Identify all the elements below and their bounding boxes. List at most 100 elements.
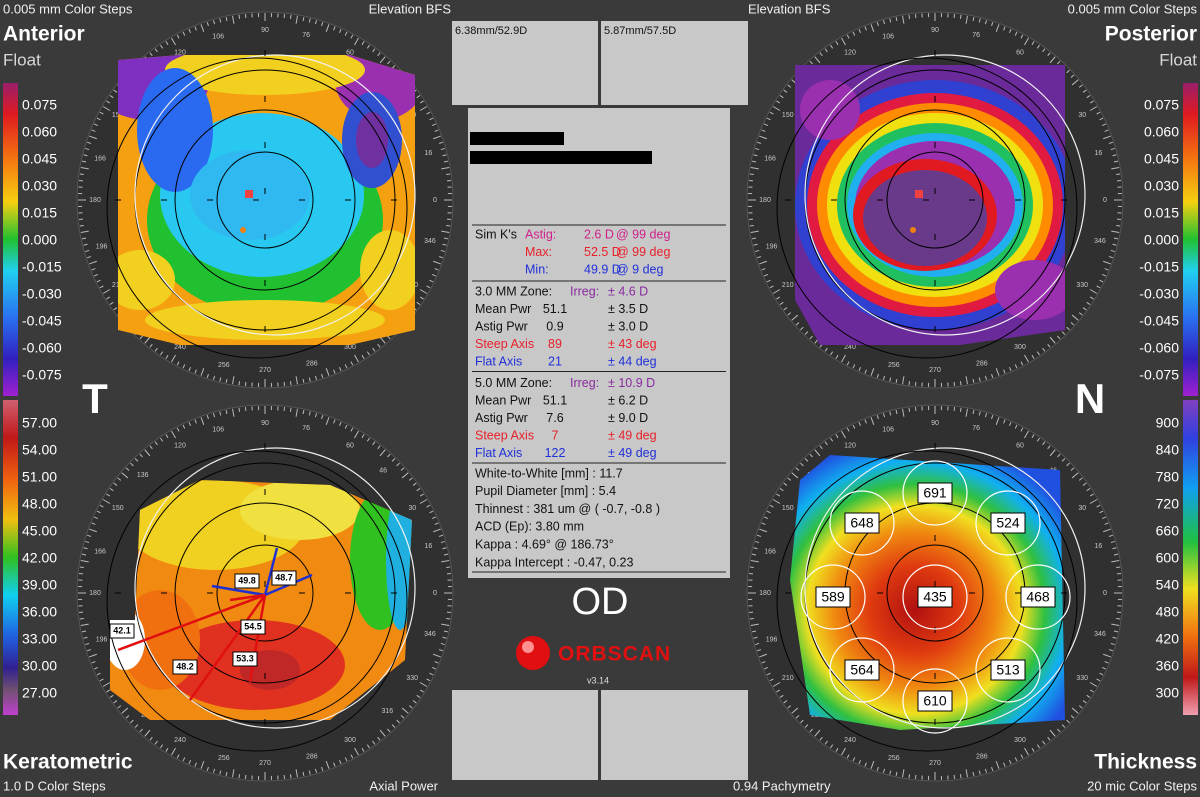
dial-tick [1104, 522, 1109, 525]
dial-tick [858, 759, 862, 765]
dial-tick [86, 534, 92, 537]
dial-tick [972, 378, 975, 384]
scale-label: 0.000 [22, 232, 57, 248]
pachy-box [1020, 586, 1056, 608]
dial-tick [295, 15, 298, 24]
dial-tick [361, 354, 365, 359]
dial-tick [1070, 74, 1075, 78]
dial-tick [350, 361, 354, 366]
pachy-value: 648 [850, 515, 874, 531]
dial-tick [902, 15, 905, 24]
kera-label: 48.2 [176, 661, 194, 671]
dial-tick [991, 766, 994, 772]
dial-tick [333, 369, 336, 374]
dial-tick [188, 759, 192, 765]
dial-tick [419, 689, 424, 693]
scale-label: 48.00 [22, 496, 57, 512]
degree-label: 180 [759, 590, 771, 597]
dial-tick [1082, 89, 1087, 93]
dial-tick [835, 354, 839, 359]
dial-tick [419, 499, 428, 504]
dial-tick [1099, 510, 1104, 514]
degree-label: 180 [89, 197, 101, 204]
dial-tick [80, 560, 89, 563]
dial-tick [96, 279, 101, 283]
dial-tick [219, 18, 222, 23]
dial-tick [809, 60, 813, 65]
info-panel [468, 108, 730, 578]
dial-tick [959, 774, 962, 779]
degree-label: 76 [302, 425, 310, 432]
dial-tick [1112, 636, 1117, 639]
degree-label: 300 [1014, 344, 1026, 351]
dial-tick [354, 37, 359, 46]
degree-label: 166 [764, 156, 776, 163]
dial-tick [1104, 129, 1109, 132]
dial-tick [379, 449, 386, 457]
degree-label: 76 [972, 425, 980, 432]
dial-tick [1078, 705, 1083, 709]
zone-ring [106, 57, 408, 359]
dial-tick [761, 268, 766, 271]
degree-label: 120 [844, 443, 856, 450]
dial-tick [366, 744, 370, 749]
degree-label: 270 [929, 760, 941, 767]
dial-tick [160, 437, 164, 442]
dial-tick [787, 705, 792, 709]
dial-tick [1008, 366, 1012, 372]
scale-label: 45.00 [22, 523, 57, 539]
dial-tick [1113, 237, 1119, 240]
info-text: 52.5 D [584, 245, 621, 259]
dial-tick [446, 173, 451, 176]
kera-label: 48.7 [275, 572, 293, 582]
degree-label: 240 [174, 737, 186, 744]
dial-tick [441, 560, 450, 563]
scale-label: 840 [1156, 442, 1180, 458]
dial-tick [1111, 230, 1120, 233]
dial-tick [978, 411, 981, 416]
logo-text: ORBSCAN [558, 643, 671, 666]
dial-tick [429, 672, 434, 676]
dial-tick [366, 44, 370, 49]
scale-label: 0.060 [22, 124, 57, 140]
dial-tick [995, 24, 1000, 32]
info-text: Astig: [525, 227, 556, 241]
dial-tick [85, 540, 90, 544]
dial-tick [814, 729, 821, 737]
scale-label: 30.00 [22, 658, 57, 674]
mode: Axial Power [369, 778, 438, 793]
dial-tick [763, 666, 769, 670]
dial-tick [149, 445, 153, 450]
dial-tick [852, 757, 856, 762]
dial-tick [366, 351, 370, 356]
pachy-zone [800, 564, 866, 630]
map-region [356, 112, 388, 168]
degree-label: 120 [174, 443, 186, 450]
info-text: 51.1 [543, 393, 567, 407]
dial-tick [225, 378, 228, 384]
dial-tick [902, 769, 905, 778]
map-title: Keratometric [3, 751, 133, 774]
dial-tick [751, 237, 757, 240]
degree-label: 76 [302, 32, 310, 39]
overlay: 49.8 48.7 54.5 53.3 48.2 42.1 691 648 524 589 435 4… [106, 50, 1086, 752]
pachy-zone [1005, 564, 1071, 630]
dial-tick [144, 336, 151, 344]
dial-tick [106, 296, 111, 300]
dial-tick [80, 623, 89, 626]
dial-tick [1101, 123, 1107, 127]
dial-tick [212, 20, 216, 25]
dial-tick [1020, 361, 1024, 366]
dial-tick [895, 771, 898, 777]
dial-tick [819, 445, 823, 450]
dial-tick [400, 715, 405, 719]
scale-label: -0.015 [22, 259, 62, 275]
dial-tick [109, 95, 114, 99]
dial-tick [206, 766, 209, 772]
pachy-zone [902, 564, 968, 630]
dial-tick [1042, 740, 1046, 745]
dial-tick [225, 16, 228, 22]
dial-tick [149, 343, 153, 348]
dial-tick [984, 413, 988, 418]
dial-tick [96, 672, 101, 676]
